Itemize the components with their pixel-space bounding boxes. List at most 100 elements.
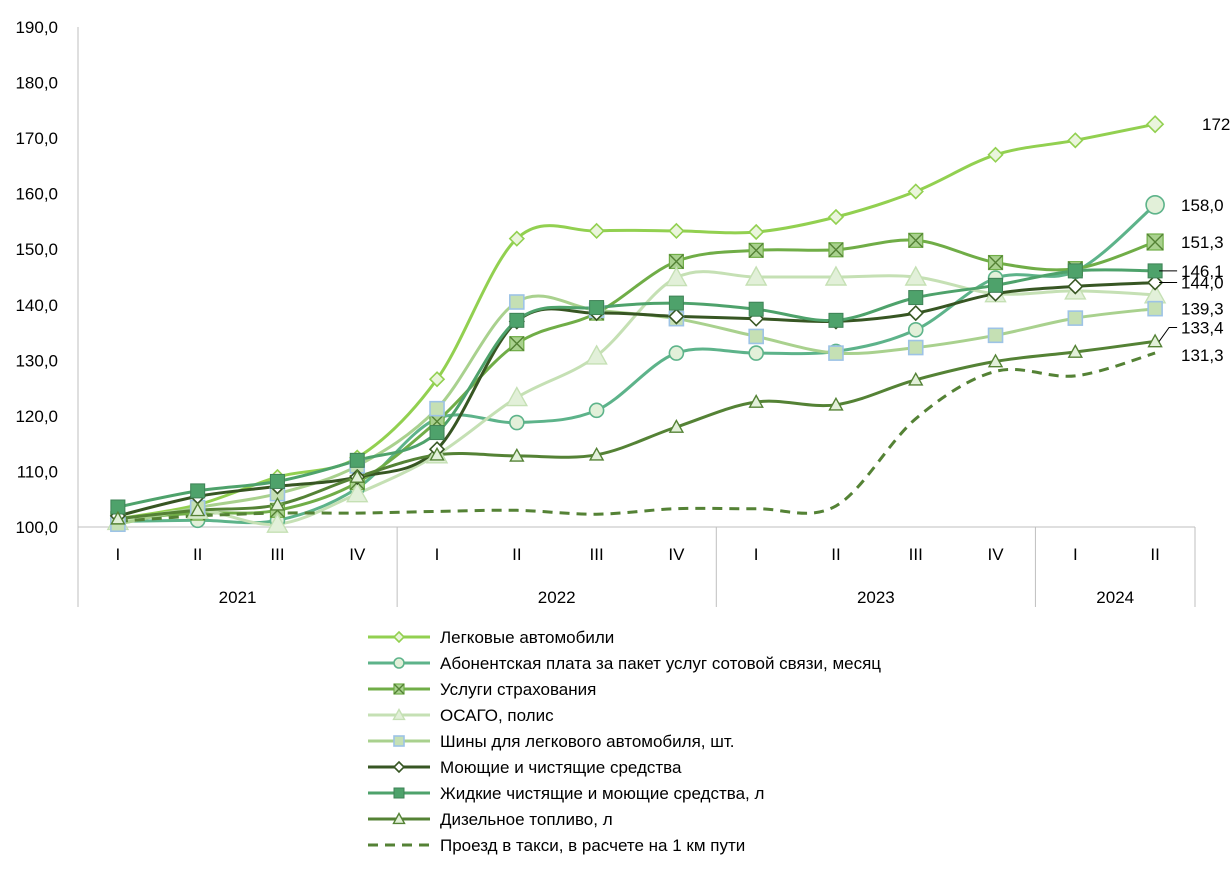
x-tick-label: III bbox=[909, 545, 923, 564]
x-year-label: 2022 bbox=[538, 588, 576, 607]
data-point bbox=[668, 222, 685, 240]
legend-item: Проезд в такси, в расчете на 1 км пути bbox=[368, 836, 745, 855]
series-line bbox=[116, 281, 1157, 518]
legend-marker bbox=[393, 787, 405, 799]
data-point bbox=[505, 386, 529, 407]
data-point bbox=[1067, 344, 1084, 358]
label-leader-line bbox=[1158, 326, 1178, 342]
data-point bbox=[907, 183, 924, 200]
data-point bbox=[907, 321, 924, 338]
end-value-label: 151,3 bbox=[1181, 233, 1224, 252]
x-year-label: 2021 bbox=[219, 588, 257, 607]
data-point bbox=[1145, 194, 1165, 215]
x-tick-label: III bbox=[270, 545, 284, 564]
data-point bbox=[668, 295, 684, 311]
series-lines bbox=[116, 122, 1157, 527]
legend-label: Абонентская плата за пакет услуг сотовой… bbox=[440, 654, 881, 673]
data-point bbox=[509, 336, 525, 352]
data-point bbox=[1067, 278, 1084, 295]
data-point bbox=[269, 496, 286, 511]
legend-item: Моющие и чистящие средства bbox=[368, 758, 682, 777]
data-point bbox=[824, 265, 848, 286]
data-point bbox=[588, 402, 605, 419]
y-tick-label: 160,0 bbox=[15, 185, 58, 204]
data-point bbox=[748, 301, 764, 317]
data-point bbox=[908, 290, 924, 306]
data-point bbox=[987, 146, 1004, 163]
y-tick-label: 150,0 bbox=[15, 240, 58, 259]
end-value-label: 131,3 bbox=[1181, 346, 1224, 365]
series-line bbox=[116, 339, 1157, 521]
data-point bbox=[509, 312, 525, 328]
data-point bbox=[429, 446, 445, 461]
legend-marker bbox=[393, 657, 405, 669]
data-point bbox=[509, 414, 525, 431]
data-point bbox=[744, 265, 768, 286]
x-tick-label: II bbox=[831, 545, 840, 564]
data-point bbox=[908, 371, 924, 386]
data-point bbox=[1067, 132, 1084, 149]
legend-item: ОСАГО, полис bbox=[368, 706, 554, 725]
chart-legend: Легковые автомобили Абонентская плата за … bbox=[368, 628, 881, 855]
data-point bbox=[904, 265, 927, 286]
data-point bbox=[748, 345, 764, 361]
x-tick-label: II bbox=[193, 545, 202, 564]
data-point bbox=[668, 345, 685, 361]
data-point bbox=[988, 277, 1004, 293]
data-point bbox=[1146, 274, 1164, 291]
data-point bbox=[589, 300, 605, 316]
data-point bbox=[508, 230, 525, 247]
series-line bbox=[116, 238, 1157, 521]
legend-marker bbox=[392, 630, 406, 644]
data-point bbox=[668, 308, 685, 325]
legend-marker bbox=[392, 708, 406, 721]
y-tick-label: 180,0 bbox=[15, 74, 58, 93]
end-value-label: 158,0 bbox=[1181, 196, 1224, 215]
x-tick-label: IV bbox=[668, 545, 685, 564]
data-point bbox=[987, 254, 1004, 271]
end-value-label: 172,5 bbox=[1202, 115, 1231, 134]
series-line bbox=[116, 122, 1157, 521]
legend-item: Шины для легкового автомобиля, шт. bbox=[368, 732, 735, 751]
data-point bbox=[907, 339, 924, 356]
legend-item: Дизельное топливо, л bbox=[368, 810, 613, 829]
legend-item: Услуги страхования bbox=[368, 680, 596, 699]
data-point bbox=[828, 242, 844, 258]
data-point bbox=[668, 419, 685, 433]
data-point bbox=[665, 266, 688, 287]
legend-marker bbox=[393, 683, 405, 695]
data-point bbox=[588, 222, 605, 240]
end-value-label: 144,0 bbox=[1181, 274, 1224, 293]
data-point bbox=[828, 312, 844, 328]
legend-item: Абонентская плата за пакет услуг сотовой… bbox=[368, 654, 881, 673]
data-point bbox=[428, 371, 446, 388]
x-tick-label: III bbox=[590, 545, 604, 564]
data-point bbox=[588, 446, 605, 461]
data-point bbox=[429, 425, 445, 441]
legend-label: ОСАГО, полис bbox=[440, 706, 554, 725]
legend-label: Легковые автомобили bbox=[440, 628, 614, 647]
data-point bbox=[748, 242, 764, 258]
x-year-label: 2023 bbox=[857, 588, 895, 607]
data-point bbox=[585, 344, 608, 365]
y-tick-label: 100,0 bbox=[15, 518, 58, 537]
data-point bbox=[1067, 263, 1083, 279]
series-line bbox=[116, 268, 1157, 509]
data-point bbox=[908, 232, 924, 248]
x-tick-label: IV bbox=[349, 545, 366, 564]
legend-label: Моющие и чистящие средства bbox=[440, 758, 682, 777]
legend-label: Услуги страхования bbox=[440, 680, 596, 699]
data-point bbox=[987, 327, 1004, 344]
y-tick-label: 170,0 bbox=[15, 129, 58, 148]
series-markers bbox=[106, 115, 1167, 533]
legend-item: Жидкие чистящие и моющие средства, л bbox=[368, 784, 764, 803]
x-tick-label: I bbox=[435, 545, 440, 564]
data-point bbox=[827, 208, 845, 226]
y-tick-label: 130,0 bbox=[15, 351, 58, 370]
data-point bbox=[509, 447, 525, 462]
data-point bbox=[1147, 333, 1163, 348]
chart-axes: 100,0 110,0 120,0 130,0 140,0 150,0 160,0 170,0… bbox=[15, 18, 1196, 607]
end-value-label: 139,3 bbox=[1181, 300, 1224, 319]
end-value-label: 133,4 bbox=[1181, 318, 1224, 337]
